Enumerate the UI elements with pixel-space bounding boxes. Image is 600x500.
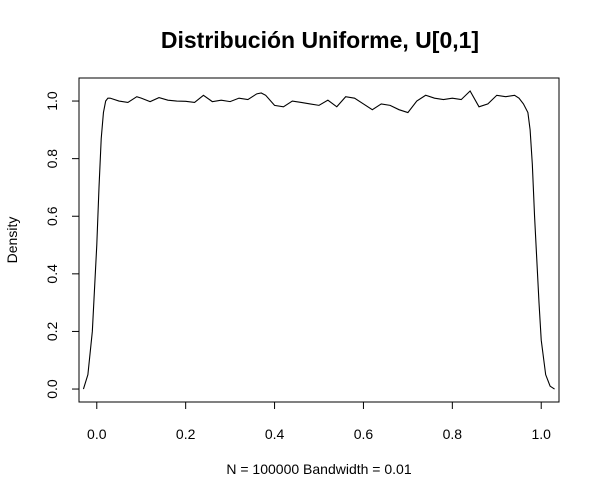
y-tick-label: 0.6 (44, 206, 60, 226)
x-tick-label: 0.4 (265, 426, 285, 442)
y-tick-label: 0.0 (44, 379, 60, 399)
y-tick-label: 0.8 (44, 149, 60, 169)
plot-box (78, 77, 560, 403)
x-axis-label: N = 100000 Bandwidth = 0.01 (226, 461, 411, 477)
x-axis: 0.0 0.2 0.4 0.6 0.8 1.0 (87, 401, 551, 442)
y-axis: 0.0 0.2 0.4 0.6 0.8 1.0 (44, 91, 80, 399)
x-tick-label: 0.0 (87, 426, 107, 442)
chart-title: Distribución Uniforme, U[0,1] (161, 27, 479, 53)
y-tick-label: 0.4 (44, 264, 60, 284)
density-curve (82, 90, 555, 390)
y-tick-label: 1.0 (44, 91, 60, 111)
x-tick-label: 0.6 (354, 426, 374, 442)
x-tick-label: 0.2 (176, 426, 196, 442)
y-axis-label: Density (4, 217, 20, 264)
x-tick-label: 1.0 (531, 426, 551, 442)
y-tick-label: 0.2 (44, 321, 60, 341)
x-tick-label: 0.8 (443, 426, 463, 442)
